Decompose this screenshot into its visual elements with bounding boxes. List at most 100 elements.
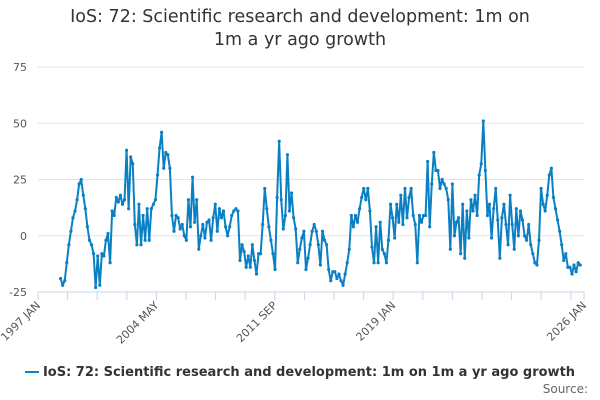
data-point: [322, 238, 327, 242]
data-point: [368, 209, 372, 213]
data-point: [296, 261, 300, 265]
data-point: [541, 202, 545, 206]
data-point: [215, 229, 219, 233]
data-point: [110, 209, 114, 213]
data-point: [529, 243, 533, 247]
x-tick-label: 2004 MAY: [114, 299, 162, 347]
data-point: [265, 207, 269, 211]
data-point: [85, 225, 89, 229]
data-point: [135, 243, 139, 247]
chart-title: IoS: 72: Scientific research and develop…: [70, 7, 530, 50]
data-point: [320, 229, 325, 233]
data-point: [170, 213, 174, 218]
data-point: [508, 193, 512, 197]
data-point: [186, 198, 191, 202]
data-point: [442, 182, 446, 186]
data-point: [562, 258, 566, 263]
data-point: [353, 213, 358, 218]
data-point: [172, 229, 176, 233]
data-point: [145, 207, 149, 211]
data-point: [547, 173, 551, 177]
data-point: [378, 220, 382, 224]
data-point: [492, 207, 496, 211]
data-point: [252, 258, 257, 263]
data-point: [199, 234, 203, 238]
data-point: [267, 225, 271, 229]
data-point: [572, 263, 576, 267]
data-point: [236, 209, 240, 213]
data-point: [553, 207, 558, 211]
data-point: [58, 276, 63, 281]
data-point: [370, 245, 374, 249]
data-point: [226, 234, 230, 238]
data-point: [279, 198, 283, 202]
data-point: [506, 243, 510, 247]
data-point: [471, 209, 475, 213]
data-point: [114, 195, 118, 200]
data-point: [372, 261, 376, 265]
data-point: [401, 222, 405, 227]
legend-swatch-icon: [24, 370, 39, 373]
data-point: [469, 198, 473, 202]
data-point: [504, 222, 508, 227]
data-point: [440, 177, 444, 182]
data-point: [376, 261, 380, 265]
data-point: [197, 247, 201, 251]
data-point: [510, 222, 514, 227]
data-point: [310, 229, 314, 233]
data-point: [448, 247, 452, 251]
data-point: [79, 177, 83, 182]
data-point: [397, 220, 401, 224]
data-point: [568, 265, 572, 269]
data-point: [118, 193, 122, 197]
data-point: [67, 243, 71, 247]
data-point: [259, 252, 263, 256]
data-point: [178, 227, 182, 231]
data-point: [147, 238, 151, 242]
data-point: [287, 209, 292, 213]
y-tick-label: 25: [13, 174, 27, 187]
data-point: [537, 238, 541, 242]
data-point: [316, 243, 320, 247]
legend-item[interactable]: IoS: 72: Scientific research and develop…: [0, 365, 600, 380]
data-point: [335, 276, 339, 281]
data-point: [269, 238, 273, 242]
x-tick-label: 2019 JAN: [354, 299, 399, 344]
data-point: [465, 209, 469, 213]
data-point: [283, 213, 287, 218]
data-point: [281, 227, 285, 231]
data-point: [525, 238, 529, 242]
data-point: [89, 243, 94, 247]
data-point: [81, 193, 85, 197]
data-point: [127, 207, 131, 211]
data-point: [522, 234, 527, 238]
x-tick-label: 2011 SEP: [234, 299, 280, 345]
data-point: [329, 279, 333, 283]
data-point: [304, 267, 308, 272]
data-point: [551, 195, 556, 200]
data-point: [180, 222, 184, 227]
data-point: [452, 234, 457, 238]
data-point: [104, 238, 108, 242]
data-point: [289, 191, 294, 195]
data-point: [122, 198, 127, 202]
data-point: [162, 166, 166, 170]
data-point: [473, 193, 477, 197]
data-point: [411, 213, 415, 218]
data-point: [65, 261, 69, 265]
data-point: [479, 162, 483, 166]
data-point: [409, 186, 413, 191]
data-point: [570, 272, 574, 276]
data-point: [333, 270, 337, 274]
data-point: [533, 261, 537, 265]
data-point: [153, 198, 158, 202]
data-point: [388, 202, 393, 206]
data-point: [205, 220, 209, 224]
data-point: [413, 222, 417, 227]
data-point: [263, 186, 267, 191]
data-point: [112, 213, 116, 218]
data-point: [384, 261, 388, 265]
data-point: [91, 252, 96, 256]
data-point: [415, 261, 419, 265]
data-point: [193, 220, 197, 224]
